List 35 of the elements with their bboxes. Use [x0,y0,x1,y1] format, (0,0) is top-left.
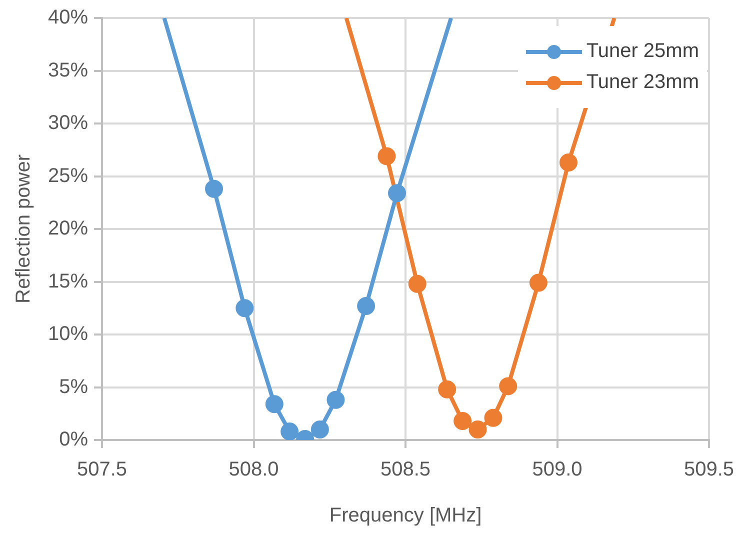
x-tick-label: 507.5 [77,458,128,481]
y-tick-label: 30% [48,112,88,134]
y-tick-label: 10% [48,323,88,346]
x-axis-title: Frequency [MHz] [329,504,482,527]
y-axis-title: Reflection power [12,154,35,304]
point [468,420,487,438]
point [499,377,518,396]
point [454,412,472,430]
point [438,380,456,398]
y-tick-label: 0% [59,428,88,451]
y-tick-label: 15% [48,270,88,292]
point [529,274,548,292]
x-tick-label: 508.0 [228,458,279,481]
y-tick-label: 35% [48,59,88,82]
point [357,297,376,316]
point [408,274,426,293]
point [265,395,284,414]
point [388,184,406,202]
point [326,390,345,409]
point [205,180,224,198]
y-tick-label: 5% [59,376,88,398]
y-tick-label: 40% [48,6,88,29]
point [559,154,578,172]
y-tick-label: 20% [48,218,88,240]
point [236,299,254,318]
y-tick-label: 25% [48,164,88,187]
x-tick-label: 508.5 [380,458,431,481]
legend-label: Tuner 25mm [586,40,699,63]
point [280,422,299,440]
point [310,420,329,438]
x-tick-label: 509.5 [684,458,734,481]
legend-label: Tuner 23mm [586,71,699,94]
point [378,147,396,166]
point [484,408,502,427]
x-tick-label: 509.0 [532,458,582,481]
